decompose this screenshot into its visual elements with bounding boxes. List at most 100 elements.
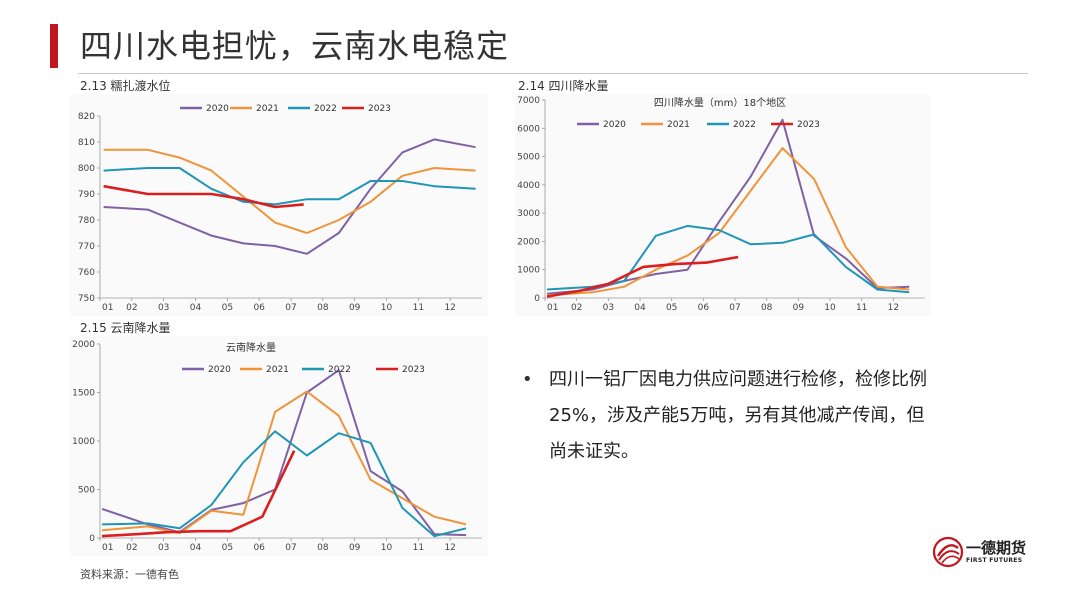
legend-label-2021: 2021: [667, 120, 690, 130]
legend-label-2020: 2020: [206, 104, 229, 114]
chart-svg: 750 760 770 780 790 800 810 820 01 02 03 04 05 06 07 08…: [78, 104, 482, 313]
logo-text-en: FIRST FUTURES: [966, 557, 1023, 564]
legend-label-2022: 2022: [733, 120, 756, 130]
x-tick-label: 03: [158, 543, 169, 553]
x-tick-label: 04: [634, 303, 646, 313]
chart-sichuan-rainfall: 0 1000 2000 3000 4000 5000 6000 7000 01 02 03 04 05 0…: [515, 94, 931, 316]
x-tick-label: 11: [413, 303, 424, 313]
x-tick-label: 04: [190, 303, 202, 313]
y-tick-label: 800: [78, 164, 95, 174]
y-tick-label: 0: [89, 534, 95, 544]
x-tick-label: 09: [349, 543, 361, 553]
legend-label-2021: 2021: [266, 365, 289, 375]
y-tick-label: 2000: [517, 237, 540, 247]
x-tick-label: 06: [253, 543, 265, 553]
x-tick-label: 03: [603, 303, 614, 313]
x-tick-label: 10: [381, 543, 393, 553]
x-tick-label: 06: [698, 303, 710, 313]
chart-svg: 0 500 1000 1500 2000 01 02 03 04 05 06 07 08 09 10 11 12…: [72, 340, 482, 553]
series-line-2020: [103, 138, 476, 255]
legend-label-2023: 2023: [797, 120, 820, 130]
x-tick-label: 07: [729, 303, 740, 313]
legend-label-2023: 2023: [368, 104, 391, 114]
series-line-2022: [546, 224, 910, 294]
series-line-2023: [103, 184, 304, 209]
chart-label-nuozhadu: 2.13 糯扎渡水位: [80, 79, 171, 93]
bullet-dot: •: [522, 369, 533, 390]
chart-label-sichuan-rain: 2.14 四川降水量: [518, 79, 609, 93]
y-tick-label: 1000: [517, 266, 540, 276]
x-tick-label: 10: [381, 303, 393, 313]
legend-label-2022: 2022: [328, 365, 351, 375]
legend-label-2023: 2023: [402, 365, 425, 375]
y-tick-label: 4000: [517, 181, 540, 191]
x-tick-label: 02: [126, 543, 137, 553]
series-line-2023: [546, 255, 739, 298]
y-tick-label: 820: [78, 112, 95, 122]
x-tick-label: 12: [444, 543, 455, 553]
x-tick-label: 11: [856, 303, 867, 313]
x-tick-label: 05: [222, 303, 233, 313]
company-logo: 一德期货 FIRST FUTURES: [932, 535, 1032, 569]
legend-label-2020: 2020: [208, 365, 231, 375]
series-line-2020: [101, 369, 467, 537]
x-tick-label: 07: [285, 543, 296, 553]
legend-label-2020: 2020: [603, 120, 626, 130]
title-accent-bar: [50, 24, 58, 68]
y-tick-label: 0: [534, 294, 540, 304]
y-tick-label: 7000: [517, 96, 540, 106]
y-tick-label: 810: [78, 138, 95, 148]
y-tick-label: 1000: [72, 437, 95, 447]
x-tick-label: 12: [888, 303, 899, 313]
x-tick-label: 05: [666, 303, 677, 313]
x-tick-label: 02: [126, 303, 137, 313]
x-tick-label: 05: [222, 543, 233, 553]
chart-label-yunnan-rain: 2.15 云南降水量: [80, 321, 171, 335]
series-line-2021: [103, 148, 476, 234]
x-tick-label: 08: [761, 303, 773, 313]
x-tick-label: 08: [317, 543, 329, 553]
y-tick-label: 2000: [72, 340, 95, 350]
y-tick-label: 500: [78, 486, 95, 496]
x-tick-label: 07: [285, 303, 296, 313]
y-tick-label: 750: [78, 294, 95, 304]
x-tick-label: 08: [317, 303, 329, 313]
x-tick-label: 04: [190, 543, 202, 553]
chart-nuozhadu-water-level: 750 760 770 780 790 800 810 820 01 02 03 04 05 06 07 08…: [70, 94, 488, 316]
y-tick-label: 5000: [517, 153, 540, 163]
chart-title: 四川降水量（mm）18个地区: [654, 96, 786, 109]
page-title: 四川水电担忧，云南水电稳定: [80, 27, 510, 65]
series-line-2022: [103, 167, 476, 206]
legend-label-2022: 2022: [314, 104, 337, 114]
x-tick-label: 09: [349, 303, 361, 313]
y-tick-label: 6000: [517, 124, 540, 134]
x-tick-label: 09: [793, 303, 805, 313]
bullet-text: 四川一铝厂因电力供应问题进行检修，检修比例25%，涉及产能5万吨，另有其他减产传…: [549, 369, 927, 462]
series-line-2023: [101, 450, 296, 538]
series-line-2022: [101, 430, 467, 538]
series-line-2020: [546, 118, 910, 295]
x-tick-label: 12: [444, 303, 455, 313]
chart-svg: 0 1000 2000 3000 4000 5000 6000 7000 01 02 03 04 05 0…: [517, 96, 925, 313]
chart-yunnan-rainfall: 0 500 1000 1500 2000 01 02 03 04 05 06 07 08 09 10 11 12…: [70, 336, 488, 556]
source-note: 资料来源：一德有色: [80, 568, 179, 581]
x-tick-label: 06: [253, 303, 265, 313]
y-tick-label: 1500: [72, 389, 95, 399]
series-line-2021: [546, 147, 910, 297]
x-tick-label: 01: [547, 303, 558, 313]
x-tick-label: 02: [571, 303, 582, 313]
y-tick-label: 760: [78, 268, 95, 278]
x-tick-label: 01: [102, 543, 113, 553]
logo-text-cn: 一德期货: [966, 539, 1027, 557]
x-tick-label: 11: [413, 543, 424, 553]
title-divider: [78, 73, 1028, 74]
logo-icon: [932, 536, 964, 568]
y-tick-label: 790: [78, 190, 95, 200]
x-tick-label: 10: [824, 303, 836, 313]
x-tick-label: 03: [158, 303, 169, 313]
chart-title: 云南降水量: [226, 341, 276, 354]
y-tick-label: 780: [78, 216, 95, 226]
legend-label-2021: 2021: [256, 104, 279, 114]
y-tick-label: 770: [78, 242, 95, 252]
y-tick-label: 3000: [517, 209, 540, 219]
